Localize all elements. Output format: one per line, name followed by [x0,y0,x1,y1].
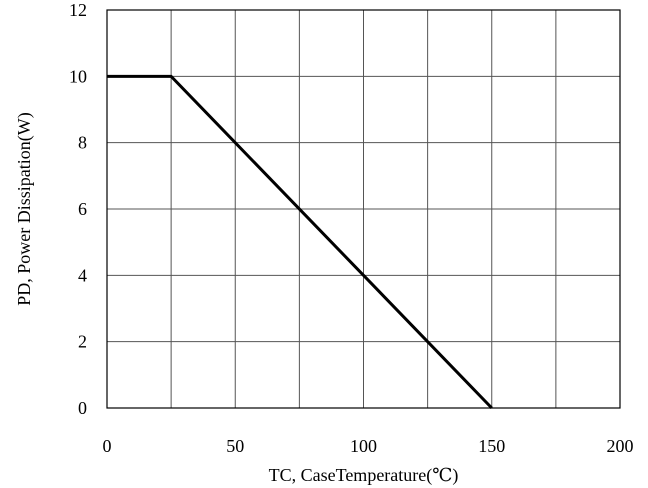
series-line [107,74,493,410]
y-tick-label: 2 [78,332,87,352]
x-tick-label: 50 [226,436,244,456]
y-tick-label: 4 [78,265,87,285]
tick-labels: 0 50 100 150 200 0 2 4 6 8 10 12 [69,0,634,456]
y-tick-label: 0 [78,398,87,418]
x-tick-label: 0 [103,436,112,456]
grid [107,10,620,408]
y-tick-label: 10 [69,66,87,86]
x-tick-label: 150 [478,436,505,456]
y-tick-label: 6 [78,199,87,219]
y-tick-label: 8 [78,133,87,153]
x-axis-title: TC, CaseTemperature(℃) [269,465,459,486]
y-axis-title: PD, Power Dissipation(W) [14,112,35,305]
plot-frame [106,9,621,409]
x-tick-label: 200 [607,436,634,456]
y-tick-label: 12 [69,0,87,20]
x-tick-label: 100 [350,436,377,456]
series [107,74,493,410]
